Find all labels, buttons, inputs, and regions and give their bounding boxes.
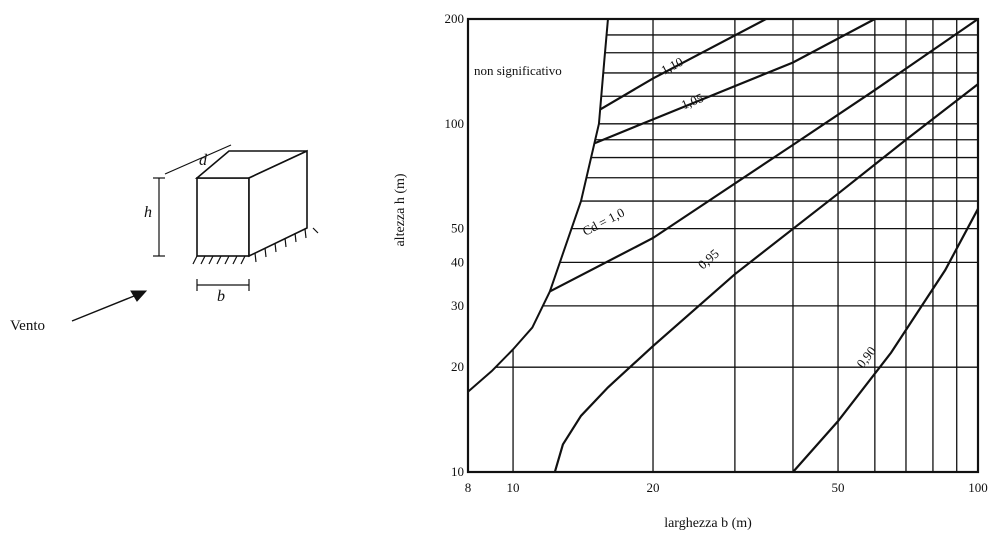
non-significant-region	[468, 19, 608, 392]
series-line-2	[549, 18, 979, 293]
x-tick-label: 10	[507, 480, 520, 495]
y-axis-label: altezza h (m)	[393, 173, 408, 246]
y-tick-label: 10	[451, 464, 464, 479]
grid	[495, 19, 978, 472]
boundary-curve	[467, 18, 609, 393]
series-label-3: 0,95	[695, 246, 722, 272]
series-label-2: Cd = 1,0	[580, 205, 627, 239]
x-tick-label: 8	[465, 480, 472, 495]
region	[467, 18, 609, 393]
plot-frame	[466, 17, 980, 474]
series-lines	[549, 18, 979, 473]
x-tick-label: 50	[832, 480, 845, 495]
wind-arrow-head	[130, 290, 148, 302]
series-line-0	[599, 18, 767, 111]
wind-label: Vento	[10, 318, 45, 334]
wind-arrow	[71, 293, 140, 322]
width-label: b	[217, 288, 225, 305]
series-line-1	[594, 18, 876, 145]
ground-hatch	[192, 227, 319, 265]
y-tick-label: 30	[451, 298, 464, 313]
x-tick-label: 100	[968, 480, 988, 495]
series-label-0: 1,10	[658, 54, 685, 78]
x-axis-label: larghezza b (m)	[664, 516, 752, 531]
y-tick-label: 100	[445, 116, 465, 131]
height-label: h	[144, 204, 152, 221]
y-tick-label: 200	[445, 11, 465, 26]
building-diagram	[71, 144, 319, 322]
building-side-face	[248, 149, 308, 258]
y-tick-label: 40	[451, 254, 464, 269]
series-line-4	[792, 208, 979, 473]
series-label-1: 1,05	[679, 90, 706, 112]
building-front-face	[196, 177, 250, 257]
depth-label: d	[199, 152, 208, 169]
series-line-3	[553, 83, 979, 473]
depth-dimension-line	[164, 144, 232, 175]
y-tick-label: 20	[451, 359, 464, 374]
region-label: non significativo	[474, 63, 562, 78]
x-tick-label: 20	[647, 480, 660, 495]
y-tick-label: 50	[451, 221, 464, 236]
